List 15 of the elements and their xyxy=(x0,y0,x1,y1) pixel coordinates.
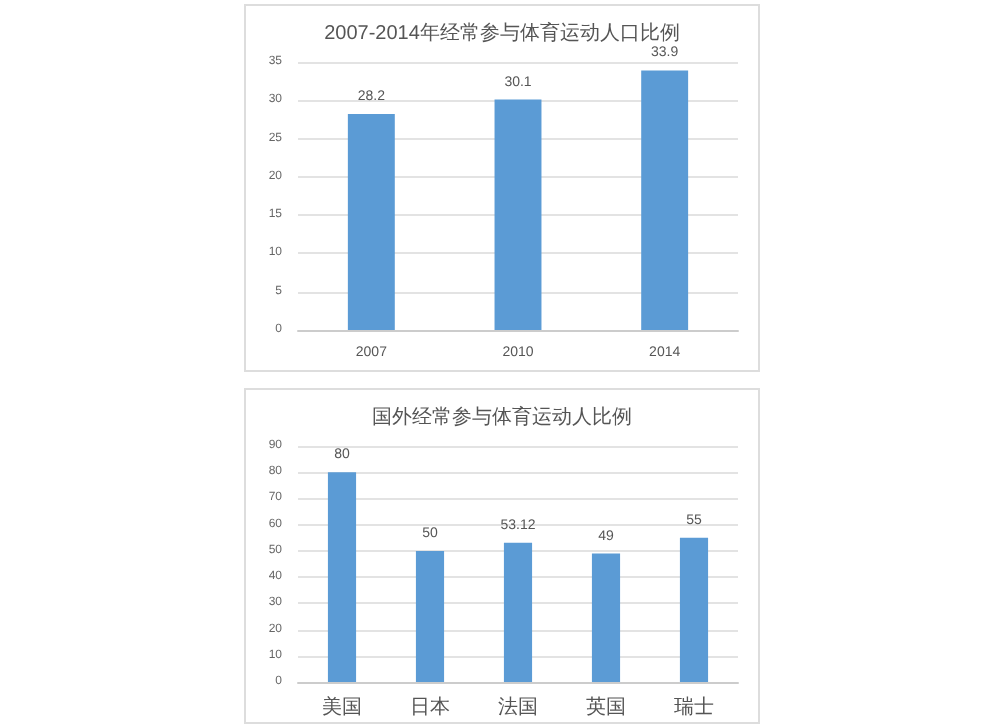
chart-title: 国外经常参与体育运动人比例 xyxy=(372,405,632,429)
bar xyxy=(679,537,709,682)
bar xyxy=(591,553,621,682)
bar xyxy=(494,99,542,330)
x-tick-label: 瑞士 xyxy=(674,695,714,719)
bar xyxy=(347,114,395,330)
x-tick-label: 日本 xyxy=(410,695,450,719)
bar xyxy=(641,70,689,330)
bar xyxy=(503,542,533,682)
x-tick-label: 英国 xyxy=(586,695,626,719)
x-tick-label: 法国 xyxy=(498,695,538,719)
x-tick-label: 美国 xyxy=(322,695,362,719)
bar xyxy=(415,550,445,682)
chart-title: 2007-2014年经常参与体育运动人口比例 xyxy=(324,21,680,45)
bar xyxy=(327,472,357,682)
